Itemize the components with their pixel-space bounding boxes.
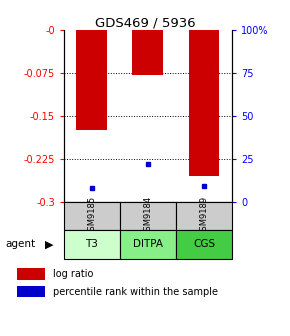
Text: percentile rank within the sample: percentile rank within the sample [53, 287, 218, 297]
Text: T3: T3 [85, 240, 98, 249]
Bar [76, 30, 107, 130]
Bar [133, 30, 163, 75]
Text: DITPA: DITPA [133, 240, 163, 249]
Text: agent: agent [6, 240, 36, 249]
Bar [120, 202, 176, 230]
Text: log ratio: log ratio [53, 269, 93, 279]
Bar [64, 202, 120, 230]
Bar [64, 230, 120, 259]
Text: CGS: CGS [193, 240, 215, 249]
Bar [17, 268, 45, 280]
Text: GSM9184: GSM9184 [143, 196, 153, 236]
Bar [176, 202, 232, 230]
Bar [120, 230, 176, 259]
Bar [176, 230, 232, 259]
Text: GSM9185: GSM9185 [87, 196, 96, 236]
Bar [17, 286, 45, 297]
Text: ▶: ▶ [45, 240, 53, 249]
Bar [188, 30, 219, 176]
Text: GSM9189: GSM9189 [200, 196, 209, 236]
Text: GDS469 / 5936: GDS469 / 5936 [95, 17, 195, 30]
